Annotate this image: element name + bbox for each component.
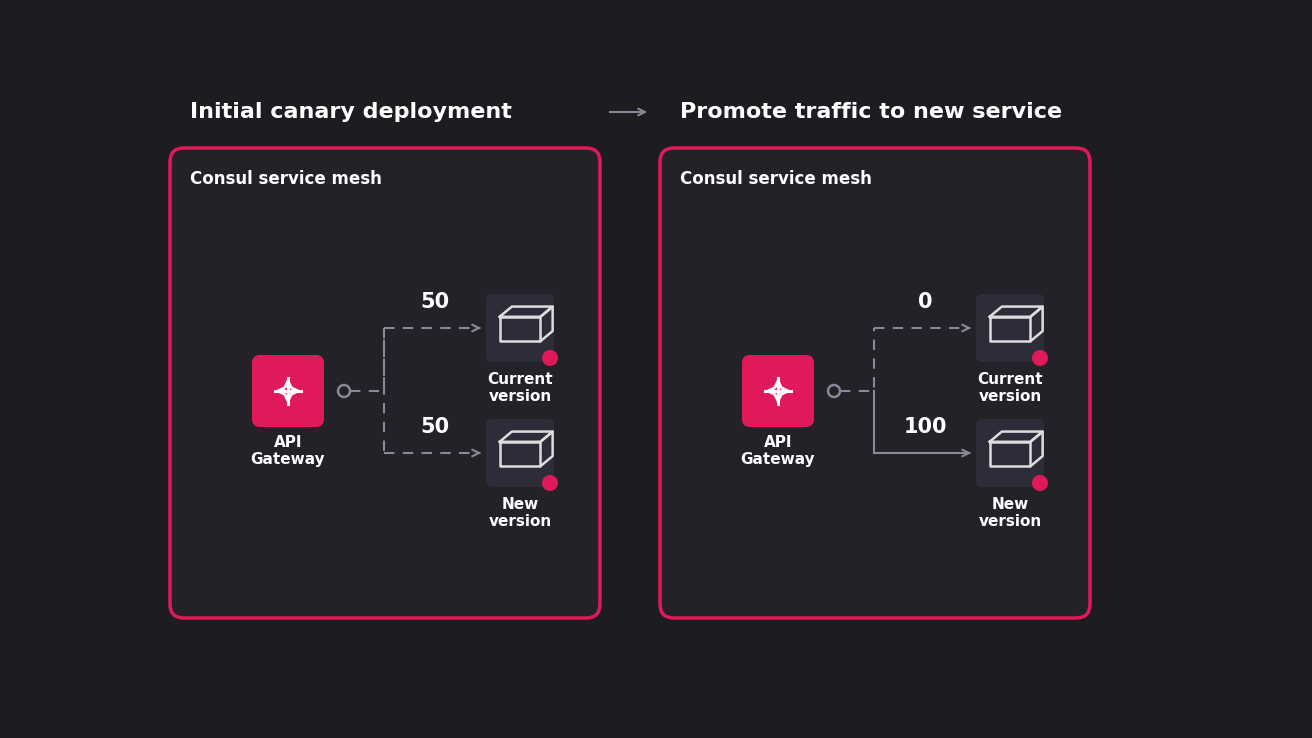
- FancyBboxPatch shape: [660, 148, 1090, 618]
- Text: Promote traffic to new service: Promote traffic to new service: [680, 102, 1063, 122]
- Circle shape: [1033, 350, 1048, 366]
- Text: 100: 100: [903, 417, 947, 437]
- Circle shape: [542, 350, 558, 366]
- Text: New
version: New version: [979, 497, 1042, 529]
- Text: Current
version: Current version: [977, 372, 1043, 404]
- Circle shape: [542, 475, 558, 491]
- Text: API
Gateway: API Gateway: [741, 435, 815, 467]
- FancyBboxPatch shape: [976, 419, 1044, 487]
- Text: Consul service mesh: Consul service mesh: [680, 170, 872, 188]
- FancyBboxPatch shape: [252, 355, 324, 427]
- Text: Initial canary deployment: Initial canary deployment: [190, 102, 512, 122]
- FancyBboxPatch shape: [485, 419, 554, 487]
- Text: 0: 0: [918, 292, 933, 312]
- Circle shape: [1033, 475, 1048, 491]
- Text: Consul service mesh: Consul service mesh: [190, 170, 382, 188]
- Text: API
Gateway: API Gateway: [251, 435, 325, 467]
- FancyBboxPatch shape: [485, 294, 554, 362]
- Text: 50: 50: [420, 292, 450, 312]
- Text: Current
version: Current version: [487, 372, 552, 404]
- FancyBboxPatch shape: [171, 148, 600, 618]
- Text: 50: 50: [420, 417, 450, 437]
- FancyBboxPatch shape: [976, 294, 1044, 362]
- FancyBboxPatch shape: [743, 355, 813, 427]
- Text: New
version: New version: [488, 497, 551, 529]
